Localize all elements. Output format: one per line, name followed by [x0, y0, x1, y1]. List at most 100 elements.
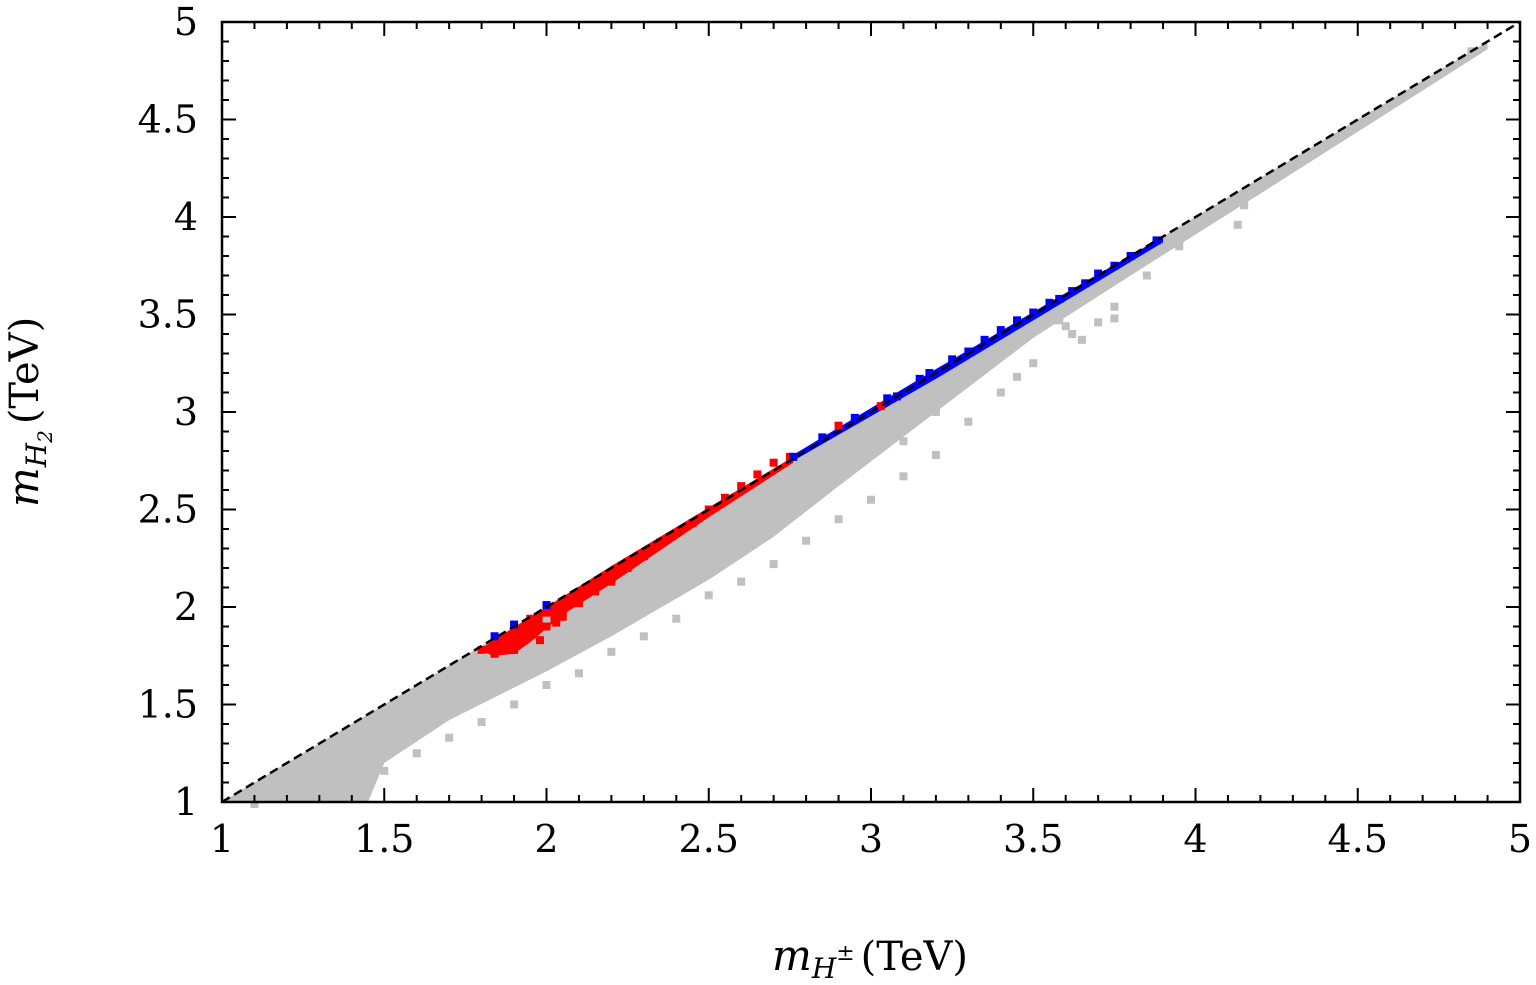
y-tick-label: 3: [174, 390, 198, 434]
diagonal-reference-line: [221, 20, 1521, 804]
x-tick-label: 4.5: [1328, 817, 1388, 861]
scatter-point: [591, 587, 600, 596]
x-tick-label: 4: [1183, 817, 1207, 861]
scatter-point: [753, 470, 762, 479]
scatter-point: [1110, 302, 1119, 311]
scatter-point: [931, 408, 940, 416]
y-tick-label: 1: [174, 780, 198, 824]
scatter-point: [964, 417, 973, 426]
blue-point-band: [789, 236, 1164, 463]
scatter-point: [737, 577, 746, 586]
y-axis-label: mH2(TeV): [0, 317, 57, 507]
scatter-point: [802, 536, 811, 545]
scatter-point: [623, 558, 632, 567]
scatter-point: [899, 472, 908, 481]
x-tick-label: 3.5: [1003, 817, 1063, 861]
scatter-point: [996, 388, 1005, 397]
scatter-point: [574, 669, 583, 678]
scatter-point: [948, 355, 957, 364]
scatter-point: [380, 766, 389, 775]
scatter-point: [493, 642, 502, 650]
scatter-point: [607, 647, 616, 656]
scatter-point: [1013, 316, 1022, 325]
axis-ticks: [221, 21, 1521, 803]
scatter-point: [490, 632, 499, 641]
scatter-point: [510, 645, 519, 654]
scatter-point: [574, 599, 583, 608]
scatter-point: [380, 710, 389, 719]
scatter-point: [720, 493, 729, 502]
scatter-point: [412, 749, 421, 758]
scatter-point: [672, 528, 681, 537]
scatter-point: [490, 649, 499, 658]
scatter-point: [834, 515, 843, 524]
x-tick-label: 2: [534, 817, 558, 861]
scatter-point: [850, 413, 859, 422]
scatter-point: [445, 733, 454, 742]
scatter-point: [1233, 220, 1242, 229]
x-tick-label: 1.5: [354, 817, 414, 861]
y-tick-label: 1.5: [138, 683, 198, 727]
scatter-point: [607, 577, 616, 586]
scatter-point: [639, 632, 648, 641]
scatter-point: [737, 482, 746, 491]
scatter-point: [964, 347, 973, 356]
x-tick-label: 3: [859, 817, 883, 861]
scatter-point: [980, 335, 989, 344]
scatter-point: [503, 642, 512, 650]
scatter-point: [704, 521, 713, 530]
scatter-point: [1077, 335, 1086, 344]
scatter-point: [558, 612, 567, 621]
scatter-point: [867, 427, 875, 436]
y-tick-label: 2: [174, 585, 198, 629]
scatter-point: [818, 433, 827, 442]
red-point-band: [481, 456, 794, 656]
scatter-point: [1055, 294, 1064, 303]
scatter-point: [876, 402, 885, 411]
scatter-point: [1029, 359, 1038, 368]
scatter-point: [1191, 218, 1200, 227]
axis-tick-labels: 1 1.5 2 2.5 3 3.5 4 4.5 5 1 1.5 2 2.5 3 3.5 4 4.5 5: [138, 0, 1533, 861]
scatter-point: [552, 618, 561, 627]
y-tick-label: 4: [174, 195, 198, 239]
scatter-point: [1068, 287, 1077, 296]
scatter-point: [1142, 271, 1151, 280]
x-axis-label: mH± (TeV): [772, 931, 968, 985]
y-tick-label: 3.5: [138, 293, 198, 337]
scatter-point: [704, 591, 713, 600]
scatter-point: [1068, 330, 1077, 338]
scatter-point: [1110, 314, 1119, 323]
scatter-point: [769, 560, 778, 569]
scatter-point: [250, 799, 259, 808]
scatter-point: [542, 622, 551, 631]
y-tick-label: 4.5: [138, 98, 198, 142]
x-tick-label: 2.5: [679, 817, 739, 861]
scatter-point: [623, 564, 632, 572]
scatter-point: [1126, 252, 1135, 260]
scatter-point: [1045, 298, 1054, 307]
scatter-point: [915, 374, 924, 383]
scatter-point: [672, 614, 681, 623]
scatter-point: [899, 437, 908, 446]
scatter-point: [789, 452, 798, 461]
scatter-point: [1175, 242, 1184, 251]
x-tick-label: 5: [1508, 817, 1532, 861]
scatter-point: [925, 369, 934, 377]
scatter-point: [1094, 318, 1103, 327]
scatter-point: [996, 326, 1005, 335]
scatter-point: [510, 630, 519, 639]
scatter-point: [656, 538, 665, 547]
y-tick-label: 5: [174, 0, 198, 44]
scatter-point: [1055, 316, 1064, 325]
scatter-point: [931, 450, 940, 459]
scatter-point: [510, 620, 519, 629]
scatter-point: [477, 645, 486, 654]
scatter-point: [347, 770, 356, 779]
scatter-point: [1081, 279, 1090, 288]
scatter-point: [542, 601, 551, 610]
scatter-point: [1029, 308, 1038, 317]
scatter-point: [1029, 326, 1038, 335]
scatter-point: [1353, 119, 1362, 128]
scatter-point: [542, 616, 551, 625]
